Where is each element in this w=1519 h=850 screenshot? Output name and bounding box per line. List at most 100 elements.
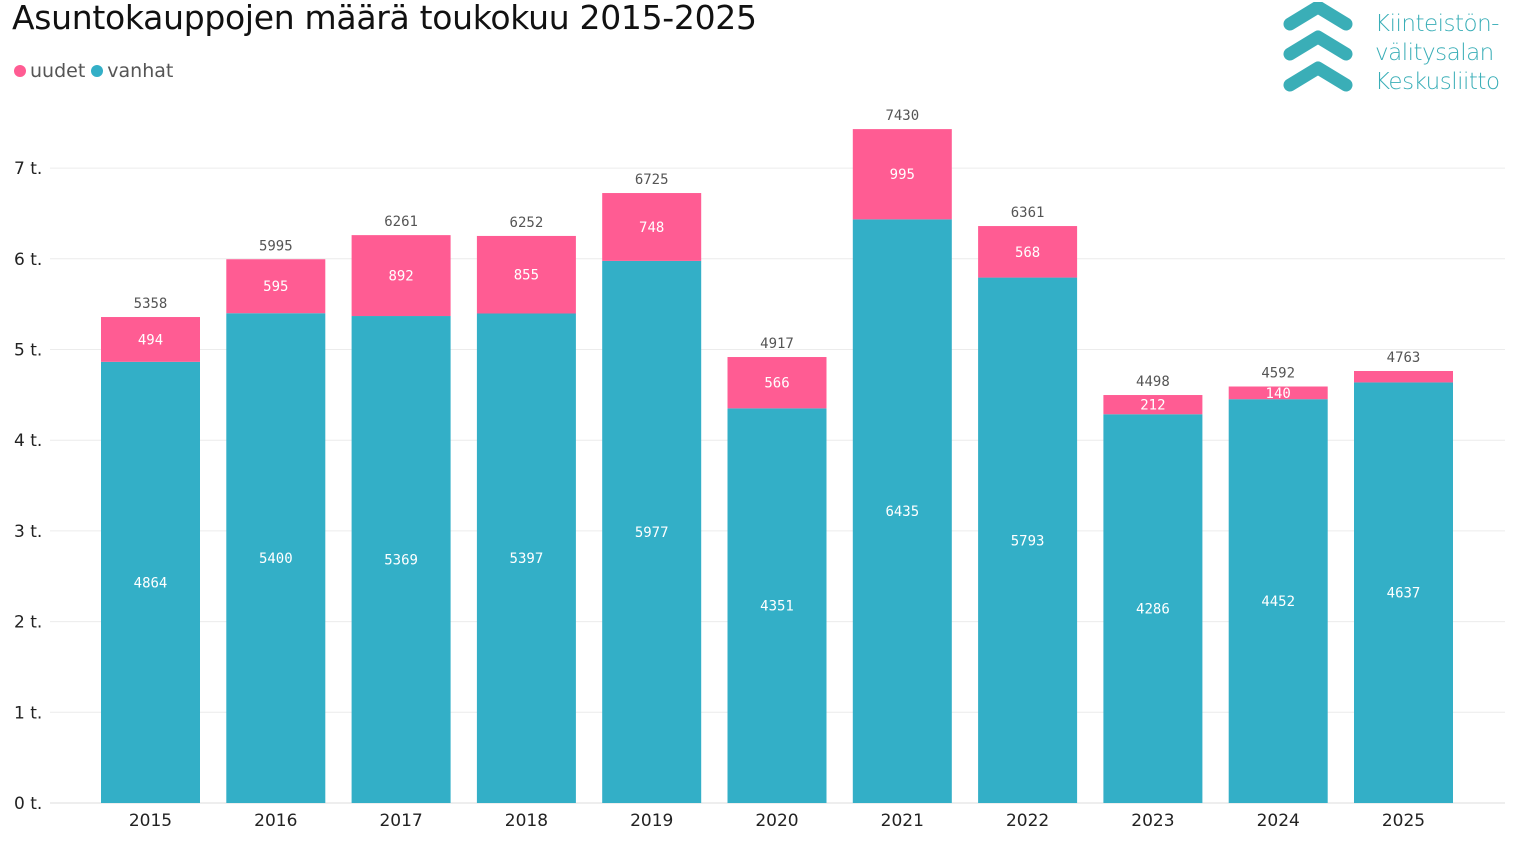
bar-vanhat[interactable] [852,219,952,803]
bar-group-2020: 4351 566 4917 [727,336,827,803]
bar-label-vanhat: 4351 [760,599,794,615]
bar-vanhat[interactable] [476,313,576,803]
bar-vanhat[interactable] [1103,414,1203,803]
x-tick-label: 2022 [1006,811,1049,831]
bar-uudet[interactable] [727,357,827,409]
bar-group-2024: 4452 140 4592 [1228,366,1328,803]
bar-label-uudet: 748 [639,220,664,236]
bar-total-label: 6361 [1011,205,1045,221]
bar-label-vanhat: 5397 [510,551,544,567]
y-tick-label: 3 t. [14,522,42,542]
bar-label-vanhat: 6435 [885,504,919,520]
bar-vanhat[interactable] [602,260,702,803]
logo-line-1: Kiinteistön- [1375,11,1499,37]
bar-label-vanhat: 4286 [1136,602,1170,618]
bar-vanhat[interactable] [727,408,827,803]
legend-item-vanhat[interactable]: vanhat [91,60,173,82]
bar-group-2019: 5977 748 6725 [602,172,702,803]
bar-total-label: 7430 [885,108,919,124]
bar-group-2017: 5369 892 6261 [351,214,451,803]
y-tick-label: 4 t. [14,431,42,451]
bar-total-label: 6261 [384,214,418,230]
x-tick-label: 2025 [1382,811,1425,831]
x-tick-label: 2024 [1257,811,1300,831]
y-tick-label: 5 t. [14,341,42,361]
x-tick-label: 2021 [881,811,924,831]
y-tick-label: 7 t. [14,159,42,179]
bar-total-label: 4592 [1261,366,1295,382]
y-axis-ticks: 0 t. 1 t. 2 t. 3 t. 4 t. 5 t. 6 t. 7 t. [14,159,42,814]
bar-vanhat[interactable] [978,277,1078,803]
logo-line-2: välitysalan [1375,40,1494,66]
bar-total-label: 4498 [1136,374,1170,390]
legend-dot-vanhat-icon [91,65,104,77]
bar-label-uudet: 995 [890,167,915,183]
chevrons-logo-icon [1283,0,1353,92]
bar-group-2016: 5400 595 5995 [226,238,326,803]
bar-uudet[interactable] [1103,395,1203,415]
bar-label-uudet: 494 [138,332,163,348]
bar-label-vanhat: 5793 [1011,533,1045,549]
bar-label-uudet: 855 [514,268,539,284]
bar-label-vanhat: 4864 [134,575,168,591]
bar-vanhat[interactable] [1228,399,1328,803]
legend-label-uudet: uudet [30,60,86,82]
y-tick-label: 1 t. [14,703,42,723]
x-tick-label: 2023 [1131,811,1174,831]
bar-label-vanhat: 5369 [384,553,418,569]
y-tick-label: 6 t. [14,250,42,270]
legend: uudet vanhat [14,60,173,82]
legend-label-vanhat: vanhat [107,60,174,82]
bar-group-2022: 5793 568 6361 [978,205,1078,803]
x-tick-label: 2020 [755,811,798,831]
bar-vanhat[interactable] [351,316,451,803]
bar-uudet[interactable] [1228,386,1328,400]
bar-group-2025: 4637 4763 [1354,350,1453,803]
bar-group-2015: 4864 494 5358 [101,296,200,803]
bar-vanhat[interactable] [1354,382,1453,803]
x-tick-label: 2018 [505,811,548,831]
bar-label-uudet: 568 [1015,245,1040,261]
logo-text: Kiinteistön- välitysalan Keskusliitto [1375,10,1500,97]
bar-total-label: 4763 [1387,350,1421,366]
bar-total-label: 6252 [510,215,544,231]
bar-label-uudet: 892 [388,269,413,285]
bar-uudet[interactable] [101,317,200,362]
y-tick-label: 2 t. [14,613,42,633]
bars: 4864 494 5358 5400 595 5995 5369 892 6261 5397 855… [101,108,1453,803]
bar-group-2021: 6435 995 7430 [852,108,952,803]
bar-uudet[interactable] [476,235,576,314]
bar-total-label: 5358 [134,296,168,312]
bar-label-vanhat: 5400 [259,551,293,567]
x-tick-label: 2016 [254,811,297,831]
bar-label-uudet: 595 [263,279,288,295]
legend-item-uudet[interactable]: uudet [14,60,85,82]
bar-uudet[interactable] [978,226,1078,278]
bar-total-label: 4917 [760,336,794,352]
bar-label-uudet: 566 [764,376,789,392]
bar-uudet[interactable] [351,235,451,317]
bar-uudet[interactable] [602,193,702,261]
bar-total-label: 5995 [259,238,293,254]
x-axis-ticks: 2015 2016 2017 2018 2019 2020 2021 2022 2023 2024… [129,811,1425,831]
bar-uudet[interactable] [852,129,952,220]
logo-line-3: Keskusliitto [1375,69,1500,95]
legend-dot-uudet-icon [14,65,26,77]
bar-vanhat[interactable] [101,361,200,803]
bar-group-2023: 4286 212 4498 [1103,374,1203,803]
bar-vanhat[interactable] [226,313,326,803]
y-tick-label: 0 t. [14,794,42,814]
bar-group-2018: 5397 855 6252 [476,215,576,803]
x-tick-label: 2015 [129,811,172,831]
x-tick-label: 2019 [630,811,673,831]
bar-label-uudet: 212 [1140,398,1165,414]
bar-label-vanhat: 5977 [635,525,669,541]
logo: Kiinteistön- välitysalan Keskusliitto [1280,0,1515,102]
bar-label-uudet: 140 [1266,386,1291,402]
bar-uudet[interactable] [1354,370,1453,383]
bar-total-label: 6725 [635,172,669,188]
bar-label-vanhat: 4637 [1387,586,1421,602]
chart-title: Asuntokauppojen määrä toukokuu 2015-2025 [12,0,757,37]
bar-uudet[interactable] [226,259,326,314]
